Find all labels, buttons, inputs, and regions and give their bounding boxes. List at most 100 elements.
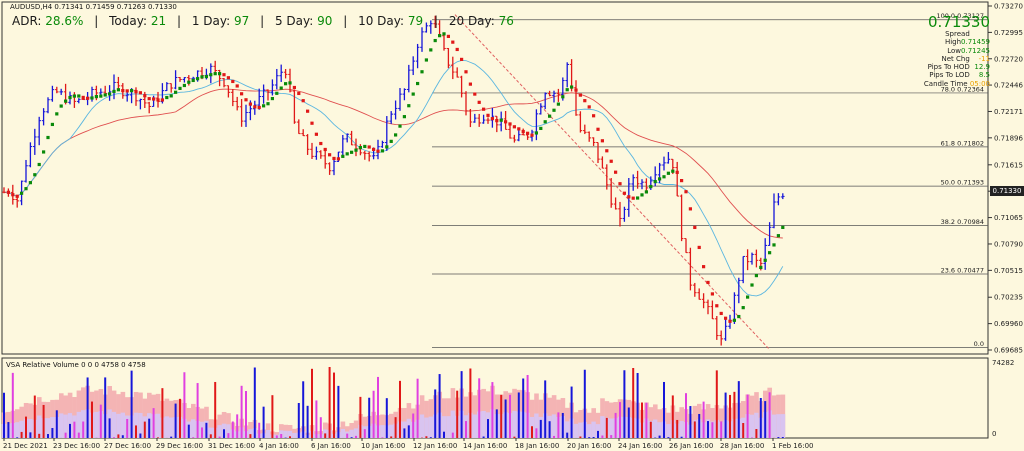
trend-dot-down — [235, 84, 239, 88]
trend-dot-down — [121, 89, 125, 93]
volume-band — [15, 422, 20, 438]
trend-dot-up — [781, 225, 785, 229]
volume-band — [441, 416, 447, 438]
trend-dot-up — [204, 74, 208, 79]
trend-dot-up — [345, 152, 349, 156]
volume-band — [226, 424, 231, 438]
trend-dot-up — [363, 144, 367, 149]
trend-dot-down — [138, 91, 142, 95]
volume-band — [164, 416, 170, 438]
trend-dot-up — [130, 89, 134, 93]
trend-dot-up — [90, 96, 94, 100]
slow-moving-average — [3, 88, 783, 239]
trend-dot-down — [81, 95, 85, 100]
trend-dot-up — [103, 93, 107, 97]
trend-dot-down — [675, 170, 679, 174]
axis-labels: 0.73270 0.72995 0.72720 0.72446 0.72171 0.718… — [3, 3, 1023, 451]
trend-dot-down — [697, 245, 701, 250]
trend-dot-up — [420, 70, 424, 74]
pips-lod-value: 8.5 — [978, 71, 990, 80]
volume-band — [428, 416, 434, 438]
trend-dot-down — [618, 182, 622, 186]
trend-dot-down — [512, 125, 516, 129]
trend-dot-up — [209, 73, 213, 77]
trend-dot-down — [486, 113, 490, 117]
trend-dot-up — [666, 171, 670, 175]
trend-dot-up — [649, 184, 653, 189]
price-tick-label: 0.72446 — [994, 82, 1023, 90]
volume-band — [749, 414, 755, 438]
trend-dot-up — [213, 72, 217, 76]
trend-indicator-dots — [6, 32, 785, 323]
price-tick-label: 0.70790 — [994, 240, 1023, 248]
trend-dot-down — [6, 190, 10, 194]
time-tick-label: 31 Dec 16:00 — [208, 442, 255, 450]
hud-separator: | — [433, 14, 439, 28]
volume-band — [679, 421, 684, 438]
time-tick-label: 6 Jan 16:00 — [311, 442, 351, 450]
day1-label: 1 Day: — [191, 14, 231, 28]
volume-band — [120, 412, 126, 438]
trend-dot-down — [372, 147, 376, 152]
trend-dot-up — [358, 145, 362, 150]
volume-band — [50, 417, 55, 438]
volume-band — [609, 418, 614, 438]
pips-hod-value: 12.9 — [974, 63, 990, 72]
volume-band — [287, 430, 293, 438]
volume-band — [481, 411, 486, 438]
volume-band — [155, 413, 161, 438]
fib-level-label: 38.2 0.70984 — [941, 218, 984, 226]
volume-band — [191, 419, 196, 438]
trend-dot-down — [482, 107, 486, 111]
volume-band — [512, 410, 517, 438]
volume-band — [380, 425, 385, 438]
trend-dot-down — [724, 316, 728, 320]
trend-dot-up — [182, 83, 186, 88]
trend-dot-down — [455, 47, 459, 52]
trend-dot-up — [288, 81, 292, 85]
trend-dot-up — [341, 154, 345, 158]
volume-band — [780, 414, 786, 438]
trend-dot-down — [248, 102, 252, 106]
trend-dot-up — [732, 318, 736, 322]
trend-dot-up — [266, 102, 270, 106]
fib-level-label: 61.8 0.71802 — [941, 139, 984, 147]
trend-dot-down — [614, 170, 618, 174]
time-tick-label: 20 Jan 16:00 — [567, 442, 611, 450]
pips-lod-label: Pips To LOD — [929, 71, 970, 80]
trend-dot-up — [218, 72, 222, 76]
fib-level-label: 0.0 — [974, 340, 984, 348]
trend-dot-down — [310, 121, 314, 125]
trend-dot-down — [583, 99, 587, 103]
today-value: 21 — [150, 14, 167, 28]
trend-dot-down — [292, 85, 296, 90]
volume-band — [45, 418, 51, 438]
info-panel: 0.71330 Spread High0.71459 Low0.71245 Ne… — [924, 14, 990, 88]
trend-dot-up — [543, 120, 547, 124]
trend-dot-up — [772, 243, 776, 247]
trend-dot-up — [174, 90, 178, 94]
trend-dot-up — [653, 180, 657, 184]
trend-dot-down — [627, 195, 631, 199]
trend-dot-down — [332, 156, 336, 161]
trend-dot-down — [11, 193, 15, 197]
volume-band — [565, 421, 570, 438]
trend-dot-up — [116, 88, 120, 92]
netchg-label: Net Chg — [941, 54, 970, 63]
trend-dot-down — [587, 105, 591, 109]
trend-dot-up — [55, 112, 59, 116]
trend-dot-up — [737, 314, 741, 319]
volume-band — [292, 432, 297, 438]
trend-dot-up — [284, 82, 288, 86]
moving-averages — [3, 60, 784, 297]
trend-dot-up — [636, 196, 640, 200]
trend-dot-up — [270, 96, 274, 101]
day5-value: 90 — [317, 14, 333, 28]
trend-dot-down — [147, 97, 151, 101]
hud-separator: | — [94, 14, 99, 28]
volume-band — [265, 429, 271, 438]
trend-dot-up — [275, 91, 279, 95]
trend-dot-down — [605, 149, 609, 153]
trend-dot-down — [222, 73, 226, 77]
